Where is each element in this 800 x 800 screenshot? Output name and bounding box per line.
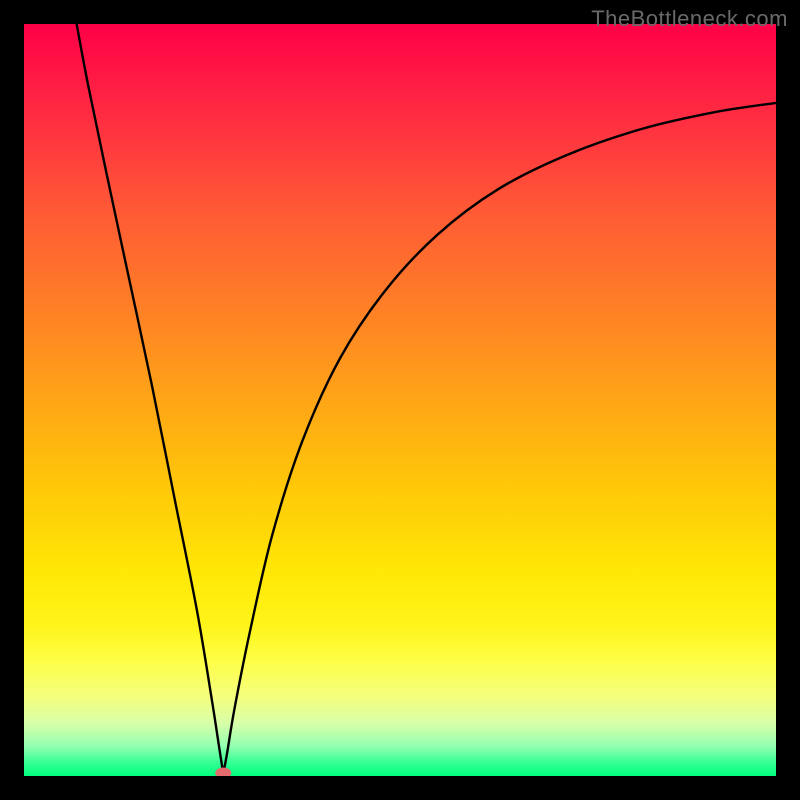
bottleneck-chart-container: TheBottleneck.com	[0, 0, 800, 800]
plot-background	[24, 24, 776, 776]
watermark-text: TheBottleneck.com	[591, 6, 788, 32]
bottleneck-chart	[0, 0, 800, 800]
